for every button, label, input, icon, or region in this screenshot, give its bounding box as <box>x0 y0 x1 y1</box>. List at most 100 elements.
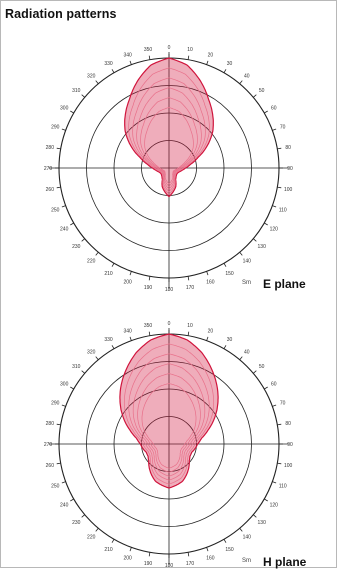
angle-tick-label: 240 <box>60 227 69 233</box>
angle-tick-label: 290 <box>51 401 60 407</box>
angle-tick <box>56 147 61 150</box>
angle-tick <box>61 404 66 407</box>
angle-tick <box>253 94 257 98</box>
angle-tick <box>187 55 190 60</box>
angle-tick <box>206 547 209 552</box>
angle-tick-label: 70 <box>280 125 286 131</box>
angle-tick-label: 310 <box>72 364 81 370</box>
e-plane-polar-chart: 0 10 20 30 40 50 60 70 80 90 100 110 120 130 140 150 160… <box>44 45 293 293</box>
e-plane-tag: Sm <box>242 280 251 286</box>
angle-tick <box>81 370 85 374</box>
angle-tick <box>61 205 66 208</box>
angle-tick-label: 220 <box>87 259 96 265</box>
angle-tick <box>239 528 243 532</box>
pattern-side-lobe <box>137 373 201 473</box>
pattern-side-lobe <box>132 77 206 192</box>
angle-tick <box>272 205 277 208</box>
radiation-pattern <box>119 333 219 489</box>
angle-tick-label: 60 <box>271 382 277 388</box>
angle-tick-label: 110 <box>279 483 287 489</box>
angle-tick-label: 50 <box>259 88 265 94</box>
angle-tick-label: 140 <box>243 535 252 541</box>
angle-tick-label: 170 <box>186 561 195 567</box>
angle-tick-label: 130 <box>258 520 267 526</box>
angle-ticks: 0 10 20 30 40 50 60 70 80 90 100 110 120 130 140 150 160… <box>44 321 293 569</box>
angle-tick-label: 130 <box>258 244 267 250</box>
angle-tick-label: 100 <box>284 463 293 469</box>
radiation-pattern <box>124 57 214 198</box>
angle-tick <box>56 186 61 189</box>
angle-tick-label: 180 <box>165 287 174 293</box>
angle-tick <box>129 271 132 276</box>
angle-tick <box>70 222 74 226</box>
angle-tick-label: 230 <box>72 520 81 526</box>
angle-tick-label: 0 <box>168 45 171 51</box>
angle-tick <box>206 60 209 65</box>
angle-tick <box>223 69 227 73</box>
angle-tick-label: 210 <box>104 271 113 277</box>
angle-tick <box>277 462 282 465</box>
pattern-main-lobe <box>119 333 219 489</box>
angle-tick <box>277 423 282 426</box>
angle-tick <box>239 356 243 360</box>
pattern-side-lobe <box>144 107 194 185</box>
angle-tick <box>206 336 209 341</box>
angle-tick-label: 160 <box>206 280 215 286</box>
angle-tick <box>70 386 74 390</box>
angle-tick-label: 20 <box>208 52 214 58</box>
angle-tick-label: 140 <box>243 259 252 265</box>
angle-tick-label: 100 <box>284 187 293 193</box>
angle-tick-label: 80 <box>285 145 291 151</box>
angle-tick-label: 200 <box>123 280 132 286</box>
angle-tick-label: 250 <box>51 207 60 213</box>
angle-tick-label: 240 <box>60 503 69 509</box>
pattern-side-lobe <box>136 87 202 190</box>
angle-tick-label: 340 <box>123 328 132 334</box>
angle-tick <box>239 80 243 84</box>
angle-tick <box>253 514 257 518</box>
pattern-side-lobe <box>141 383 197 469</box>
pattern-side-lobe <box>132 363 206 477</box>
angle-tick-label: 230 <box>72 244 81 250</box>
angle-tick <box>61 481 66 484</box>
h-plane-label: H plane <box>263 555 307 569</box>
angle-tick-label: 300 <box>60 106 69 112</box>
angle-tick-label: 90 <box>287 442 293 448</box>
e-plane-label: E plane <box>263 277 306 291</box>
angle-tick-label: 270 <box>44 442 53 448</box>
angle-tick-label: 40 <box>244 73 250 79</box>
pattern-side-lobe <box>123 343 215 485</box>
angle-tick-label: 350 <box>144 323 153 329</box>
angle-tick <box>129 336 132 341</box>
angle-tick-label: 340 <box>123 52 132 58</box>
angle-tick-label: 30 <box>227 337 233 343</box>
angle-tick <box>272 404 277 407</box>
angle-tick-label: 280 <box>46 421 55 427</box>
pattern-side-lobe <box>140 97 198 187</box>
angle-tick <box>95 80 99 84</box>
angle-tick-label: 150 <box>225 547 234 553</box>
angle-tick-label: 110 <box>279 207 287 213</box>
angle-tick <box>264 110 268 114</box>
angle-tick <box>111 263 115 267</box>
angle-tick-label: 190 <box>144 285 153 291</box>
angle-tick-label: 190 <box>144 561 153 567</box>
angle-tick <box>148 552 151 557</box>
angle-tick-label: 120 <box>270 503 279 509</box>
angle-tick <box>277 186 282 189</box>
angle-tick <box>253 370 257 374</box>
angle-tick-label: 20 <box>208 328 214 334</box>
angle-tick <box>95 356 99 360</box>
angle-tick-label: 330 <box>104 61 113 67</box>
angle-tick <box>187 331 190 336</box>
angle-tick-label: 60 <box>271 106 277 112</box>
angle-tick-label: 40 <box>244 349 250 355</box>
angle-tick <box>81 514 85 518</box>
angle-tick-label: 70 <box>280 401 286 407</box>
angle-tick <box>148 276 151 281</box>
angle-tick <box>187 276 190 281</box>
angle-tick-label: 350 <box>144 47 153 53</box>
angle-tick <box>70 498 74 502</box>
angle-tick <box>264 222 268 226</box>
